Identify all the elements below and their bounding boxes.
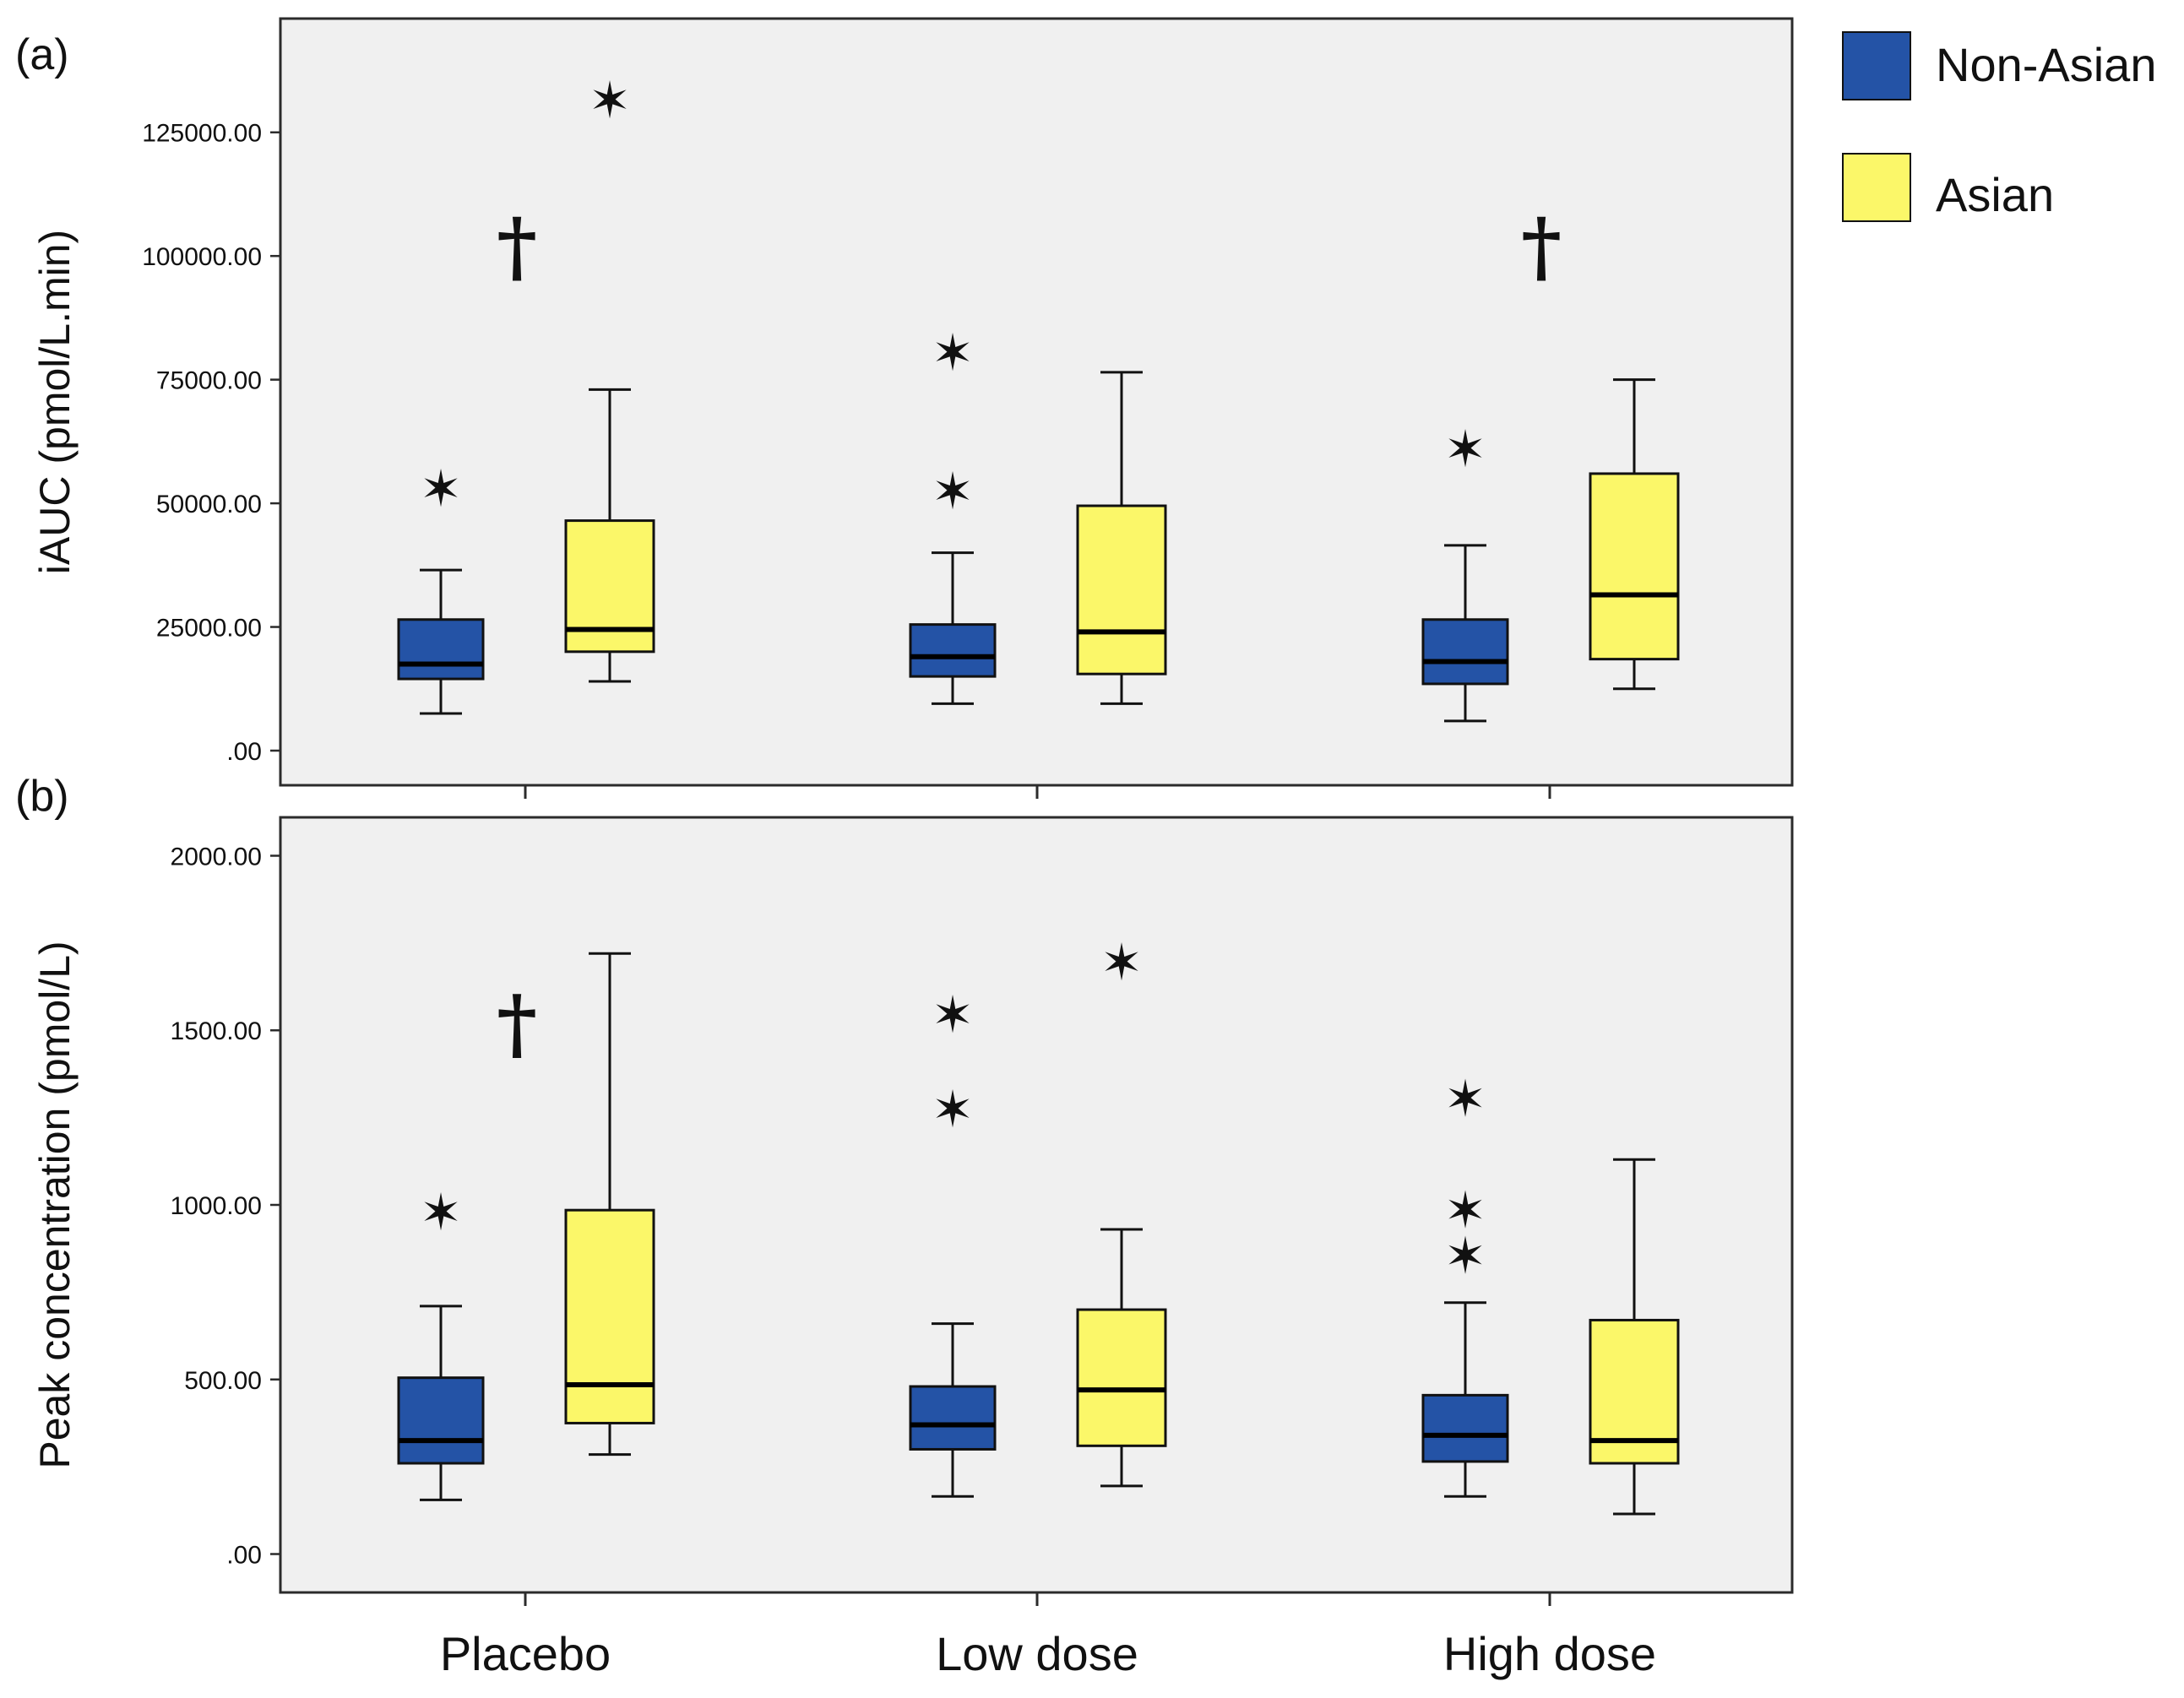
panel-b-y-tick-label: 1500.00 [171,1017,262,1045]
panel-b-low-dose-non-asian-outlier-star: ✶ [932,1080,974,1139]
panel-b-boxes: ✶✶✶✶✶✶✶ [397,934,1680,1516]
x-axis-category-labels: Placebo Low dose High dose [440,1627,1656,1680]
panel-a-low-dose-asian-box-plot [1076,371,1167,705]
panel-b-high-dose-non-asian-outlier-star: ✶ [1444,1181,1486,1240]
panel-a-y-tick-label: 50000.00 [156,491,262,518]
category-label-placebo: Placebo [440,1627,611,1680]
panel-b-label: (b) [15,772,69,821]
panel-a-y-tick-label: 75000.00 [156,367,262,395]
panel-a-placebo-non-asian-iqr-box [397,618,485,681]
panel-b-placebo-non-asian-iqr-box [397,1376,485,1465]
legend-swatch-non-asian [1842,31,1911,100]
panel-a-low-dose-non-asian-outlier-star: ✶ [932,462,974,521]
panel-a-placebo-asian-iqr-box [564,519,655,654]
panel-a-high-dose-asian-box-plot [1589,378,1680,691]
panel-b-low-dose-non-asian-box-plot: ✶✶ [909,986,997,1498]
category-label-low-dose: Low dose [936,1627,1138,1680]
panel-b-low-dose-asian-iqr-box [1076,1308,1167,1447]
panel-a-y-axis: .00 25000.00 50000.00 75000.00 100000.00 1250… [142,120,280,766]
panel-a-low-dose-non-asian-outlier-star: ✶ [932,323,974,382]
panel-a-label: (a) [15,30,69,79]
panel-a-high-dose-dagger-mark: † [1521,200,1562,291]
legend-label-non-asian: Non-Asian [1936,38,2156,91]
panel-a-iauc: (a) iAUC (pmol/L.min) .00 25000.00 50000.0… [15,17,1794,799]
panel-b-y-tick-label: 2000.00 [171,843,262,871]
panel-b-high-dose-non-asian-iqr-box [1421,1393,1509,1463]
panel-b-high-dose-non-asian-outlier-star: ✶ [1444,1227,1486,1286]
panel-a-y-axis-title: iAUC (pmol/L.min) [31,230,79,574]
panel-b-high-dose-non-asian-box-plot: ✶✶✶ [1421,1070,1509,1498]
legend: Non-Asian Asian [1842,31,2156,222]
panel-a-placebo-dagger-mark: † [497,200,537,291]
legend-swatch-asian [1842,153,1911,222]
panel-a-placebo-non-asian-box-plot: ✶ [397,460,485,715]
panel-b-low-dose-asian-box-plot: ✶ [1076,934,1167,1488]
panel-a-high-dose-non-asian-iqr-box [1421,618,1509,686]
panel-a-x-axis-ticks [524,785,1551,799]
panel-b-y-tick-label: .00 [226,1542,262,1570]
panel-a-high-dose-non-asian-outlier-star: ✶ [1444,420,1486,480]
panel-b-placebo-asian-box-plot [564,952,655,1457]
legend-label-asian: Asian [1936,168,2054,221]
panel-a-y-tick-label: .00 [226,738,262,766]
panel-b-y-axis: .00 500.00 1000.00 1500.00 2000.00 [171,843,280,1570]
panel-b-y-tick-label: 500.00 [184,1367,262,1395]
panel-a-y-tick-label: 25000.00 [156,615,262,643]
category-label-high-dose: High dose [1443,1627,1656,1680]
panel-a-low-dose-non-asian-box-plot: ✶✶ [909,323,997,705]
panel-b-plot-area [279,816,1794,1594]
panel-a-low-dose-asian-iqr-box [1076,504,1167,675]
panel-a-high-dose-asian-iqr-box [1589,472,1680,661]
panel-a-high-dose-non-asian-box-plot: ✶ [1421,420,1509,723]
panel-a-placebo-non-asian-outlier-star: ✶ [420,460,462,519]
panel-b-x-axis-ticks [524,1592,1551,1606]
panel-b-low-dose-non-asian-outlier-star: ✶ [932,986,974,1045]
panel-a-placebo-asian-outlier-star: ✶ [589,72,631,131]
panel-a-plot-area [279,17,1794,787]
panel-b-placebo-dagger-mark: † [497,978,537,1069]
panel-b-high-dose-non-asian-outlier-star: ✶ [1444,1070,1486,1129]
panel-a-low-dose-non-asian-iqr-box [909,623,997,678]
panel-b-low-dose-non-asian-iqr-box [909,1385,997,1451]
panel-a-y-tick-label: 100000.00 [142,243,262,271]
panel-b-y-tick-label: 1000.00 [171,1192,262,1220]
panel-a-y-tick-label: 125000.00 [142,120,262,148]
panel-b-placebo-non-asian-box-plot: ✶ [397,1183,485,1501]
panel-b-y-axis-title: Peak concentration (pmol/L) [31,941,79,1468]
panel-a-placebo-asian-box-plot: ✶ [564,72,655,683]
panel-b-annotations: † [497,978,537,1069]
panel-b-high-dose-asian-box-plot [1589,1158,1680,1516]
panel-b-peak-concentration: (b) Peak concentration (pmol/L) .00 500.0… [15,772,1794,1606]
panel-b-low-dose-asian-outlier-star: ✶ [1100,934,1143,993]
panel-a-boxes: ✶ ✶✶✶✶ [397,72,1680,723]
panel-b-placebo-non-asian-outlier-star: ✶ [420,1183,462,1242]
panel-b-placebo-asian-iqr-box [564,1208,655,1424]
panel-a-annotations: † † [497,200,1562,291]
